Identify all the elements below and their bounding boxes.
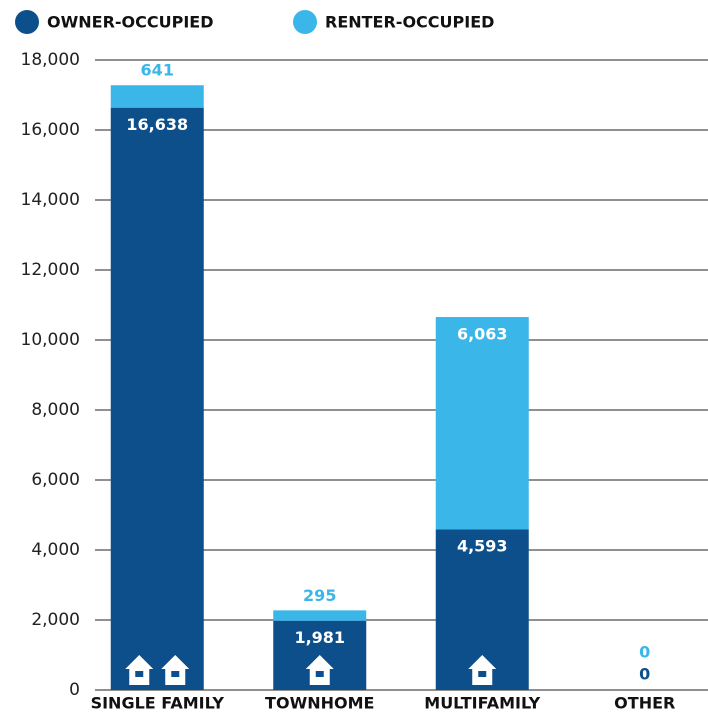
x-tick-label: OTHER xyxy=(614,694,675,713)
house-icon xyxy=(305,655,334,685)
house-icon xyxy=(161,655,190,685)
y-tick-label: 2,000 xyxy=(31,610,80,630)
y-tick-label: 16,000 xyxy=(21,120,80,140)
y-tick-label: 4,000 xyxy=(31,540,80,560)
value-label: 0 xyxy=(639,643,650,662)
value-label: 6,063 xyxy=(457,325,508,344)
bar-segment xyxy=(110,107,204,691)
legend-label: RENTER-OCCUPIED xyxy=(325,13,494,32)
x-tick-label: TOWNHOME xyxy=(265,694,374,713)
house-window xyxy=(171,671,180,677)
y-tick-label: 10,000 xyxy=(21,330,80,350)
y-tick-label: 14,000 xyxy=(21,190,80,210)
x-tick-label: SINGLE FAMILY xyxy=(91,694,225,713)
legend-swatch xyxy=(15,10,39,34)
value-label: 641 xyxy=(141,61,174,80)
house-window xyxy=(478,671,487,677)
bar-segment xyxy=(435,317,529,530)
legend-swatch xyxy=(293,10,317,34)
y-tick-label: 6,000 xyxy=(31,470,80,490)
y-tick-label: 18,000 xyxy=(21,50,80,70)
value-label: 4,593 xyxy=(457,537,508,556)
y-tick-label: 8,000 xyxy=(31,400,80,420)
house-window xyxy=(135,671,144,677)
bar-segment xyxy=(273,610,367,621)
value-label: 0 xyxy=(639,665,650,684)
value-label: 1,981 xyxy=(294,628,345,647)
value-label: 16,638 xyxy=(126,115,188,134)
x-tick-label: MULTIFAMILY xyxy=(424,694,540,713)
legend-label: OWNER-OCCUPIED xyxy=(47,13,214,32)
bar-segment xyxy=(110,85,204,108)
value-label: 295 xyxy=(303,586,336,605)
y-tick-label: 0 xyxy=(69,680,80,700)
house-window xyxy=(315,671,324,677)
house-icon xyxy=(125,655,154,685)
y-tick-label: 12,000 xyxy=(21,260,80,280)
house-icon xyxy=(468,655,497,685)
